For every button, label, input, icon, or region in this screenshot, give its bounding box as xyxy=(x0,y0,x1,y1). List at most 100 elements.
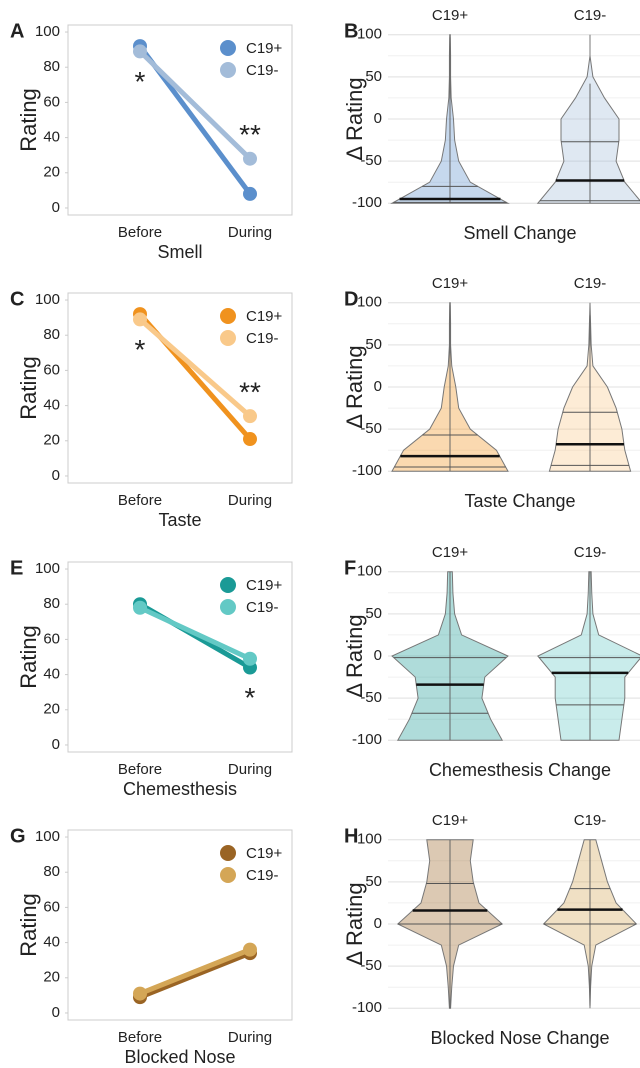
y-tick-label: 80 xyxy=(43,863,60,880)
y-tick-label: 0 xyxy=(374,647,382,664)
series-line xyxy=(139,947,251,996)
y-tick-label: 20 xyxy=(43,969,60,986)
plot-frame xyxy=(67,829,293,1021)
y-tick-label: 0 xyxy=(52,199,60,216)
plot-frame xyxy=(67,292,293,484)
y-tick-label: 100 xyxy=(35,828,60,845)
x-tick-label: Before xyxy=(118,492,162,509)
y-tick-label: -100 xyxy=(352,462,382,479)
y-tick-label: 80 xyxy=(43,326,60,343)
y-tick-label: 50 xyxy=(365,873,382,890)
y-tick-label: 60 xyxy=(43,361,60,378)
panel-letter: A xyxy=(10,20,24,42)
y-axis-label: Δ Rating xyxy=(342,345,367,428)
category-label: C19+ xyxy=(432,544,469,561)
y-tick-label: 0 xyxy=(374,915,382,932)
y-tick-label: 40 xyxy=(43,934,60,951)
y-tick-label: 0 xyxy=(52,736,60,753)
y-tick-label: 60 xyxy=(43,93,60,110)
x-axis-label: Taste xyxy=(158,510,201,530)
y-tick-label: -50 xyxy=(360,152,382,169)
violin xyxy=(536,34,640,204)
point xyxy=(243,432,257,447)
legend-marker xyxy=(220,845,236,861)
violin xyxy=(537,571,640,741)
legend-marker xyxy=(220,308,236,324)
point xyxy=(133,44,147,59)
legend-label: C19+ xyxy=(246,308,283,325)
category-label: C19+ xyxy=(432,275,469,292)
series-line xyxy=(138,49,252,161)
y-tick-label: 0 xyxy=(52,1004,60,1021)
y-tick-label: 50 xyxy=(365,605,382,622)
panel-letter: H xyxy=(344,825,358,847)
y-tick-label: 100 xyxy=(35,291,60,308)
x-tick-label: Before xyxy=(118,224,162,241)
legend-label: C19- xyxy=(246,599,279,616)
category-label: C19- xyxy=(574,275,607,292)
x-tick-label: Before xyxy=(118,761,162,778)
y-tick-label: -100 xyxy=(352,999,382,1016)
y-tick-label: 100 xyxy=(357,26,382,43)
legend-marker xyxy=(220,40,236,56)
panel: F -100 -50 0 50 100 Δ Rating Chemesthesis Chang… xyxy=(342,544,640,780)
x-axis-label: Smell Change xyxy=(463,223,576,243)
y-axis-label: Rating xyxy=(16,356,41,420)
y-tick-label: 40 xyxy=(43,666,60,683)
point xyxy=(243,651,257,666)
legend-label: C19- xyxy=(246,62,279,79)
x-tick-label: During xyxy=(228,761,272,778)
y-tick-label: -100 xyxy=(352,194,382,211)
y-tick-label: 0 xyxy=(374,378,382,395)
legend-label: C19+ xyxy=(246,577,283,594)
y-axis-label: Rating xyxy=(16,893,41,957)
panel-letter: C xyxy=(10,288,24,310)
y-tick-label: -100 xyxy=(352,731,382,748)
panel-letter: D xyxy=(344,288,358,310)
x-axis-label: Taste Change xyxy=(464,491,575,511)
y-axis-label: Δ Rating xyxy=(342,614,367,697)
legend-marker xyxy=(220,577,236,593)
y-tick-label: 80 xyxy=(43,595,60,612)
legend-label: C19+ xyxy=(246,40,283,57)
y-tick-label: 80 xyxy=(43,58,60,75)
panel-letter: B xyxy=(344,20,358,42)
legend-marker xyxy=(220,599,236,615)
point xyxy=(133,312,147,327)
y-tick-label: 60 xyxy=(43,630,60,647)
y-tick-label: 50 xyxy=(365,68,382,85)
y-tick-label: 50 xyxy=(365,336,382,353)
x-axis-label: Chemesthesis Change xyxy=(429,760,611,780)
point xyxy=(243,942,257,957)
category-label: C19- xyxy=(574,544,607,561)
panel-letter: E xyxy=(10,557,23,579)
panel: B -100 -50 0 50 100 Δ Rating Smell Change C19+ C1… xyxy=(342,7,640,243)
x-tick-label: During xyxy=(228,224,272,241)
x-axis-label: Chemesthesis xyxy=(123,779,237,799)
y-tick-label: -50 xyxy=(360,420,382,437)
y-axis-label: Δ Rating xyxy=(342,77,367,160)
x-axis-label: Blocked Nose xyxy=(124,1047,235,1067)
series-line xyxy=(138,317,252,419)
panel: A 0 20 40 60 80 100 Rating Before During Smell C19+… xyxy=(10,20,293,262)
series-line xyxy=(139,950,251,1000)
category-label: C19- xyxy=(574,812,607,829)
significance: * xyxy=(135,334,146,365)
point xyxy=(133,986,147,1001)
y-tick-label: 100 xyxy=(35,560,60,577)
category-label: C19+ xyxy=(432,812,469,829)
legend-marker xyxy=(220,62,236,78)
y-tick-label: 100 xyxy=(357,831,382,848)
plot-frame xyxy=(67,561,293,753)
y-tick-label: 20 xyxy=(43,164,60,181)
point xyxy=(243,186,257,201)
panel: C 0 20 40 60 80 100 Rating Before During Taste C19+… xyxy=(10,288,293,530)
panel-letter: F xyxy=(344,557,356,579)
panel: E 0 20 40 60 80 100 Rating Before DuringChemesthe… xyxy=(10,557,293,799)
y-tick-label: 100 xyxy=(357,563,382,580)
legend-label: C19- xyxy=(246,330,279,347)
y-tick-label: 0 xyxy=(374,110,382,127)
y-tick-label: 20 xyxy=(43,432,60,449)
panel: D -100 -50 0 50 100 Δ Rating Taste Change C19+ C1… xyxy=(342,275,640,511)
